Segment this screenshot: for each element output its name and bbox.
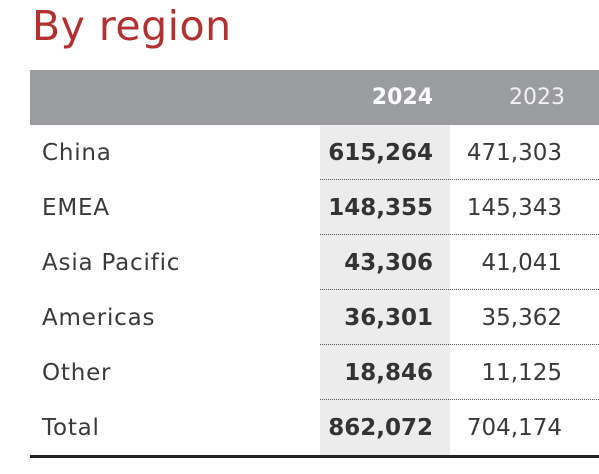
table-header: 2024 2023 bbox=[30, 70, 599, 125]
value-prior: 704,174 bbox=[466, 415, 562, 441]
table-row-total: Total 862,072 704,174 bbox=[30, 400, 599, 456]
row-label: China bbox=[42, 140, 112, 166]
table-row: Other 18,846 11,125 bbox=[30, 345, 599, 400]
value-prior: 35,362 bbox=[481, 305, 562, 331]
table-row: Asia Pacific 43,306 41,041 bbox=[30, 235, 599, 290]
row-divider bbox=[320, 289, 599, 290]
value-prior: 471,303 bbox=[466, 140, 562, 166]
value-current: 615,264 bbox=[328, 140, 433, 166]
header-year-prior: 2023 bbox=[509, 85, 565, 110]
table-bottom-rule bbox=[30, 455, 599, 458]
row-divider bbox=[320, 179, 599, 180]
table-row: China 615,264 471,303 bbox=[30, 125, 599, 180]
value-prior: 11,125 bbox=[481, 360, 562, 386]
value-current: 36,301 bbox=[344, 305, 433, 331]
page-title: By region bbox=[32, 2, 232, 50]
row-label: Total bbox=[42, 415, 100, 441]
region-table: 2024 2023 China 615,264 471,303 EMEA 148… bbox=[30, 70, 599, 458]
current-column-shading bbox=[320, 125, 450, 456]
row-divider bbox=[320, 399, 599, 400]
table-row: EMEA 148,355 145,343 bbox=[30, 180, 599, 235]
value-current: 18,846 bbox=[344, 360, 433, 386]
row-label: EMEA bbox=[42, 195, 110, 221]
row-divider bbox=[320, 234, 599, 235]
row-label: Asia Pacific bbox=[42, 250, 181, 276]
table-row: Americas 36,301 35,362 bbox=[30, 290, 599, 345]
value-current: 148,355 bbox=[328, 195, 433, 221]
value-current: 862,072 bbox=[328, 415, 433, 441]
row-label: Americas bbox=[42, 305, 156, 331]
row-label: Other bbox=[42, 360, 112, 386]
value-prior: 145,343 bbox=[466, 195, 562, 221]
value-current: 43,306 bbox=[344, 250, 433, 276]
row-divider bbox=[320, 344, 599, 345]
header-year-current: 2024 bbox=[371, 85, 433, 110]
value-prior: 41,041 bbox=[481, 250, 562, 276]
